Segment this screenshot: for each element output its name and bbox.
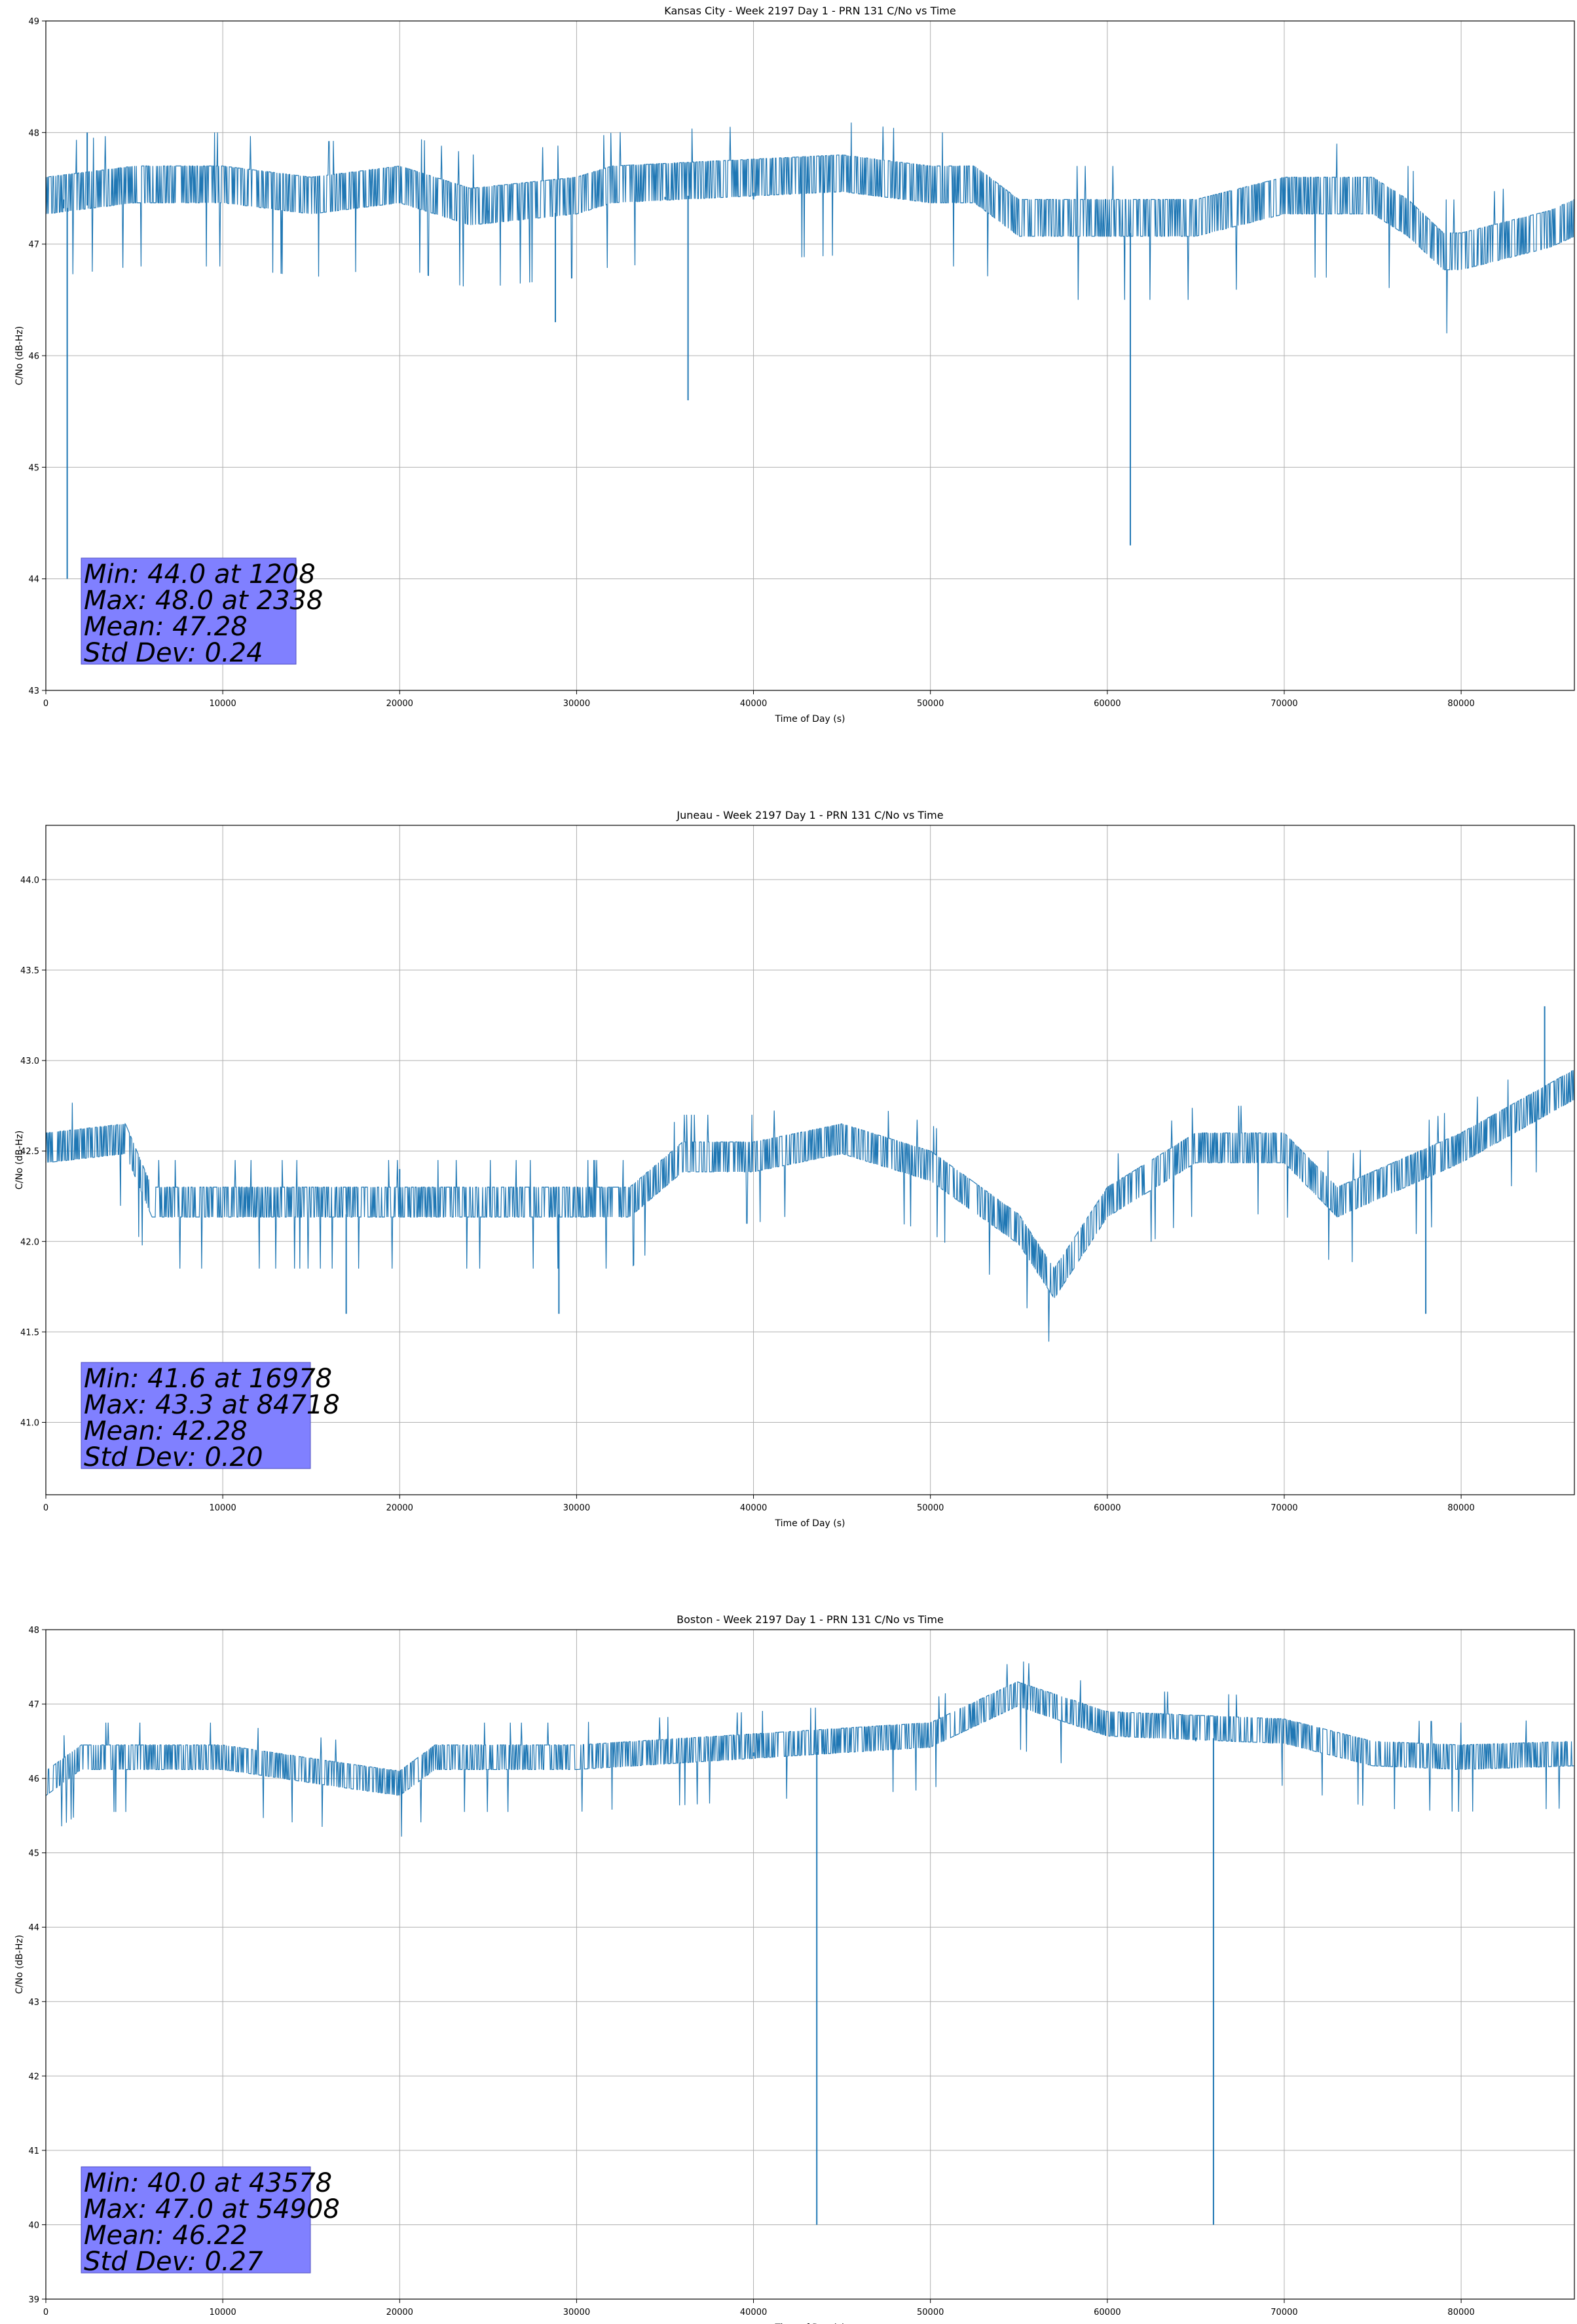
x-tick-label: 30000 [563, 1503, 590, 1513]
x-tick-label: 50000 [917, 1503, 944, 1513]
x-tick-label: 80000 [1447, 2308, 1474, 2317]
axes-frame [45, 1629, 1575, 2300]
y-tick-label: 42.5 [20, 1147, 39, 1157]
y-tick-label: 48 [28, 1626, 39, 1636]
series-line [45, 1661, 1574, 1837]
y-tick-label: 39 [28, 2295, 39, 2305]
chart-2: 0 10000 20000 30000 40000 50000 60000 70000 8000… [14, 809, 1575, 1529]
y-tick-label: 42.0 [20, 1237, 39, 1247]
x-tick-label: 20000 [386, 699, 413, 709]
x-tick-label: 70000 [1271, 2308, 1297, 2317]
x-axis-label: Time of Day (s) [775, 1518, 845, 1529]
x-tick-label: 80000 [1447, 699, 1474, 709]
y-tick-label: 45 [28, 1849, 39, 1859]
x-tick-label: 30000 [563, 699, 590, 709]
stats-line: Max: 47.0 at 54908 [84, 2194, 340, 2224]
x-tick-label: 50000 [917, 2308, 944, 2317]
y-tick-label: 48 [28, 128, 39, 138]
x-tick-label: 60000 [1094, 1503, 1121, 1513]
x-tick-label: 0 [43, 1503, 48, 1513]
chart-title: Kansas City - Week 2197 Day 1 - PRN 131 … [664, 5, 955, 17]
x-tick-label: 80000 [1447, 1503, 1474, 1513]
y-tick-label: 47 [28, 240, 39, 250]
stats-line: Std Dev: 0.27 [84, 2247, 263, 2277]
x-tick-label: 10000 [209, 699, 236, 709]
y-axis-label: C/No (dB-Hz) [14, 1935, 25, 1994]
y-tick-label: 49 [28, 17, 39, 27]
chart-title: Juneau - Week 2197 Day 1 - PRN 131 C/No … [676, 809, 943, 821]
y-tick-label: 46 [28, 352, 39, 362]
y-tick-label: 44.0 [20, 876, 39, 886]
stats-line: Mean: 47.28 [84, 612, 248, 642]
x-tick-label: 60000 [1094, 699, 1121, 709]
y-tick-label: 44 [28, 1923, 39, 1933]
axes-frame [45, 825, 1575, 1495]
x-axis-label: Time of Day (s) [775, 2323, 845, 2324]
y-tick-label: 43.5 [20, 966, 39, 976]
y-tick-label: 43 [28, 686, 39, 696]
y-tick-label: 40 [28, 2221, 39, 2230]
y-tick-label: 47 [28, 1700, 39, 1710]
x-tick-label: 10000 [209, 1503, 236, 1513]
y-tick-label: 42 [28, 2072, 39, 2082]
x-tick-label: 30000 [563, 2308, 590, 2317]
y-tick-label: 43 [28, 1998, 39, 2008]
y-axis-label: C/No (dB-Hz) [14, 1131, 25, 1190]
stats-line: Std Dev: 0.20 [84, 1442, 263, 1472]
stats-line: Std Dev: 0.24 [84, 638, 263, 668]
x-tick-label: 0 [43, 699, 48, 709]
x-tick-label: 20000 [386, 2308, 413, 2317]
stats-line: Mean: 42.28 [84, 1416, 248, 1446]
x-tick-label: 50000 [917, 699, 944, 709]
stats-line: Min: 40.0 at 43578 [84, 2168, 332, 2198]
y-tick-label: 46 [28, 1774, 39, 1784]
chart-3: 0 10000 20000 30000 40000 50000 60000 70000 8000… [14, 1613, 1575, 2324]
y-tick-label: 43.0 [20, 1057, 39, 1066]
stats-line: Max: 43.3 at 84718 [84, 1390, 340, 1420]
x-tick-label: 60000 [1094, 2308, 1121, 2317]
stats-line: Min: 44.0 at 1208 [84, 559, 316, 590]
x-tick-label: 0 [43, 2308, 48, 2317]
stats-box [81, 2166, 311, 2274]
y-tick-label: 45 [28, 463, 39, 473]
x-tick-label: 40000 [740, 699, 767, 709]
y-tick-label: 41.0 [20, 1419, 39, 1429]
y-axis-label: C/No (dB-Hz) [14, 326, 25, 385]
chart-1: 0 10000 20000 30000 40000 50000 60000 70000 8000… [14, 5, 1575, 724]
stats-box [81, 557, 297, 665]
x-tick-label: 10000 [209, 2308, 236, 2317]
chart-title: Boston - Week 2197 Day 1 - PRN 131 C/No … [677, 1613, 944, 1626]
y-tick-label: 41 [28, 2146, 39, 2156]
x-tick-label: 40000 [740, 1503, 767, 1513]
x-tick-label: 70000 [1271, 699, 1297, 709]
x-axis-label: Time of Day (s) [775, 714, 845, 724]
stats-line: Min: 41.6 at 16978 [84, 1364, 332, 1394]
x-tick-label: 70000 [1271, 1503, 1297, 1513]
y-tick-label: 44 [28, 575, 39, 585]
y-tick-label: 41.5 [20, 1328, 39, 1338]
stats-line: Max: 48.0 at 2338 [84, 586, 323, 616]
series-line [45, 122, 1575, 333]
stats-line: Mean: 46.22 [84, 2221, 248, 2251]
x-tick-label: 40000 [740, 2308, 767, 2317]
stats-box [81, 1362, 311, 1469]
x-tick-label: 20000 [386, 1503, 413, 1513]
series-line [45, 1070, 1575, 1342]
